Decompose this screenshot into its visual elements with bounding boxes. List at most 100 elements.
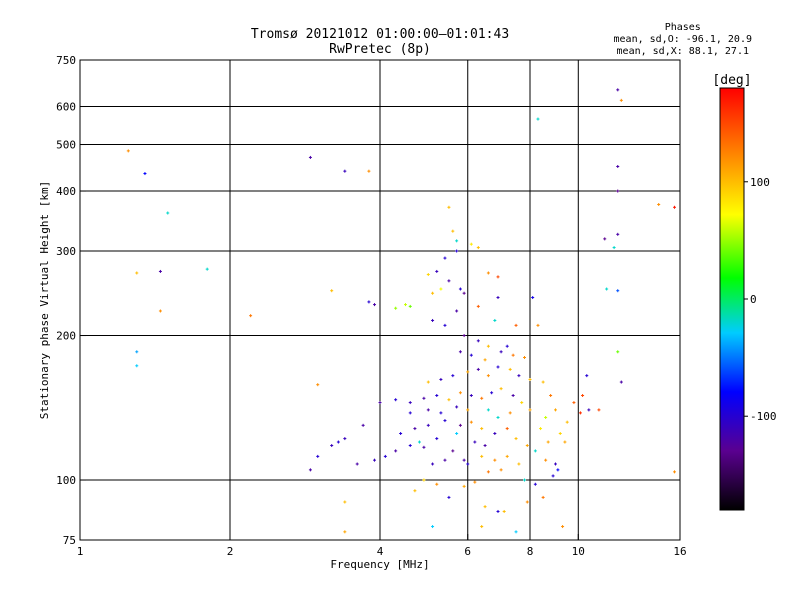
data-point	[561, 525, 565, 529]
data-point	[403, 303, 407, 307]
data-point	[435, 394, 439, 398]
data-point	[525, 444, 529, 448]
data-point	[462, 334, 466, 338]
data-point	[447, 279, 451, 283]
data-point	[496, 296, 500, 300]
data-point	[476, 246, 480, 250]
data-point	[523, 355, 527, 359]
y-tick-label: 750	[56, 54, 76, 67]
data-point	[514, 323, 518, 327]
data-point	[435, 269, 439, 273]
data-point	[422, 478, 426, 482]
data-point	[531, 296, 535, 300]
phase-stats-o: mean, sd,O: -96.1, 20.9	[613, 34, 752, 45]
data-point	[486, 374, 490, 378]
data-point	[473, 480, 477, 484]
data-point	[597, 408, 601, 412]
data-point	[158, 309, 162, 313]
data-point	[578, 411, 582, 415]
data-point	[541, 380, 545, 384]
data-point	[462, 484, 466, 488]
data-point	[426, 423, 430, 427]
data-point	[343, 437, 347, 441]
data-point	[499, 468, 503, 472]
data-point	[413, 489, 417, 493]
data-point	[517, 374, 521, 378]
data-point	[455, 432, 459, 436]
data-point	[587, 408, 591, 412]
data-point	[439, 377, 443, 381]
data-point	[520, 401, 524, 405]
data-point	[541, 495, 545, 499]
data-point	[439, 287, 443, 291]
data-point	[408, 411, 412, 415]
data-point	[536, 323, 540, 327]
data-point	[546, 440, 550, 444]
data-point	[480, 525, 484, 529]
y-axis-label: Stationary phase Virtual Height [km]	[38, 181, 51, 419]
data-point	[508, 367, 512, 371]
data-point	[536, 117, 540, 121]
x-tick-label: 8	[527, 545, 534, 558]
y-tick-label: 400	[56, 185, 76, 198]
data-point	[373, 303, 377, 307]
data-point	[383, 454, 387, 458]
data-point	[499, 387, 503, 391]
data-point	[511, 394, 515, 398]
data-point	[539, 427, 543, 431]
data-point	[476, 304, 480, 308]
data-point	[394, 398, 398, 402]
data-point	[493, 432, 497, 436]
phase-stats-x: mean, sd,X: 88.1, 27.1	[616, 46, 749, 57]
data-point	[447, 495, 451, 499]
data-point	[458, 391, 462, 395]
y-tick-label: 75	[63, 534, 76, 547]
data-point	[528, 377, 532, 381]
data-point	[486, 408, 490, 412]
data-point	[505, 344, 509, 348]
data-point	[673, 205, 677, 209]
data-point	[431, 525, 435, 529]
data-point	[135, 364, 139, 368]
data-point	[343, 500, 347, 504]
data-point	[486, 344, 490, 348]
data-point	[462, 458, 466, 462]
colorbar-tick-label: -100	[750, 410, 777, 423]
data-point	[556, 468, 560, 472]
data-point	[408, 444, 412, 448]
y-tick-label: 200	[56, 330, 76, 343]
data-point	[462, 291, 466, 295]
y-tick-label: 300	[56, 245, 76, 258]
data-point	[508, 411, 512, 415]
x-tick-label: 1	[77, 545, 84, 558]
data-point	[135, 350, 139, 354]
data-point	[551, 474, 555, 478]
data-point	[525, 500, 529, 504]
data-point	[408, 401, 412, 405]
data-point	[544, 415, 548, 419]
data-point	[612, 246, 616, 250]
x-tick-label: 6	[464, 545, 471, 558]
data-point	[451, 374, 455, 378]
x-tick-label: 4	[377, 545, 384, 558]
data-point	[330, 289, 334, 293]
data-point	[469, 242, 473, 246]
data-point	[367, 169, 371, 173]
data-point	[619, 380, 623, 384]
data-point	[143, 172, 147, 176]
data-point	[603, 237, 607, 241]
y-tick-label: 600	[56, 101, 76, 114]
data-point	[443, 256, 447, 260]
data-point	[581, 394, 585, 398]
data-point	[426, 408, 430, 412]
data-point	[549, 394, 553, 398]
data-point	[343, 530, 347, 534]
data-point	[502, 509, 506, 513]
colorbar-label: [deg]	[712, 73, 751, 88]
data-point	[466, 408, 470, 412]
data-point	[483, 505, 487, 509]
data-point	[451, 449, 455, 453]
data-point	[523, 478, 527, 482]
